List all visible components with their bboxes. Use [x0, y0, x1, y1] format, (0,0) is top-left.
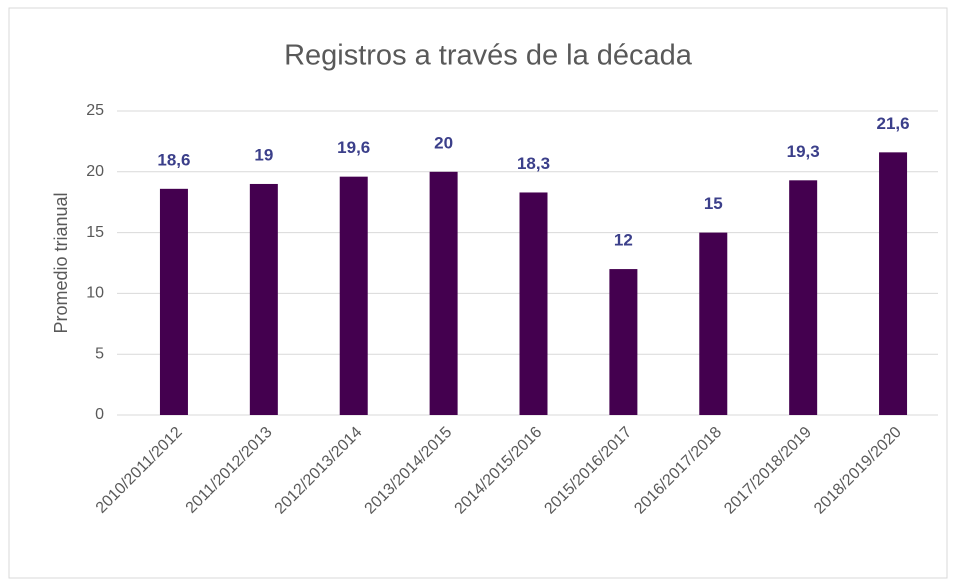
bar [429, 171, 458, 415]
value-label: 19,6 [337, 138, 370, 157]
y-tick-label: 15 [86, 224, 104, 241]
value-label: 21,6 [877, 114, 910, 133]
value-label: 19 [254, 145, 273, 164]
value-label: 18,6 [157, 150, 190, 169]
bar [339, 176, 368, 415]
value-label: 20 [434, 133, 453, 152]
value-label: 15 [704, 194, 723, 213]
bar [609, 269, 638, 415]
y-tick-label: 0 [95, 406, 104, 423]
y-axis-title: Promedio trianual [51, 192, 71, 333]
y-tick-label: 25 [86, 102, 104, 119]
value-label: 12 [614, 231, 633, 250]
bar [699, 232, 728, 415]
y-tick-label: 10 [86, 285, 104, 302]
bar [789, 180, 818, 415]
bar [519, 192, 548, 415]
bar [249, 183, 278, 415]
chart-title: Registros a través de la década [284, 40, 693, 72]
bar [159, 188, 188, 415]
value-label: 18,3 [517, 154, 550, 173]
y-tick-label: 5 [95, 345, 104, 362]
value-label: 19,3 [787, 142, 820, 161]
bar [879, 152, 908, 415]
y-tick-label: 20 [86, 163, 104, 180]
